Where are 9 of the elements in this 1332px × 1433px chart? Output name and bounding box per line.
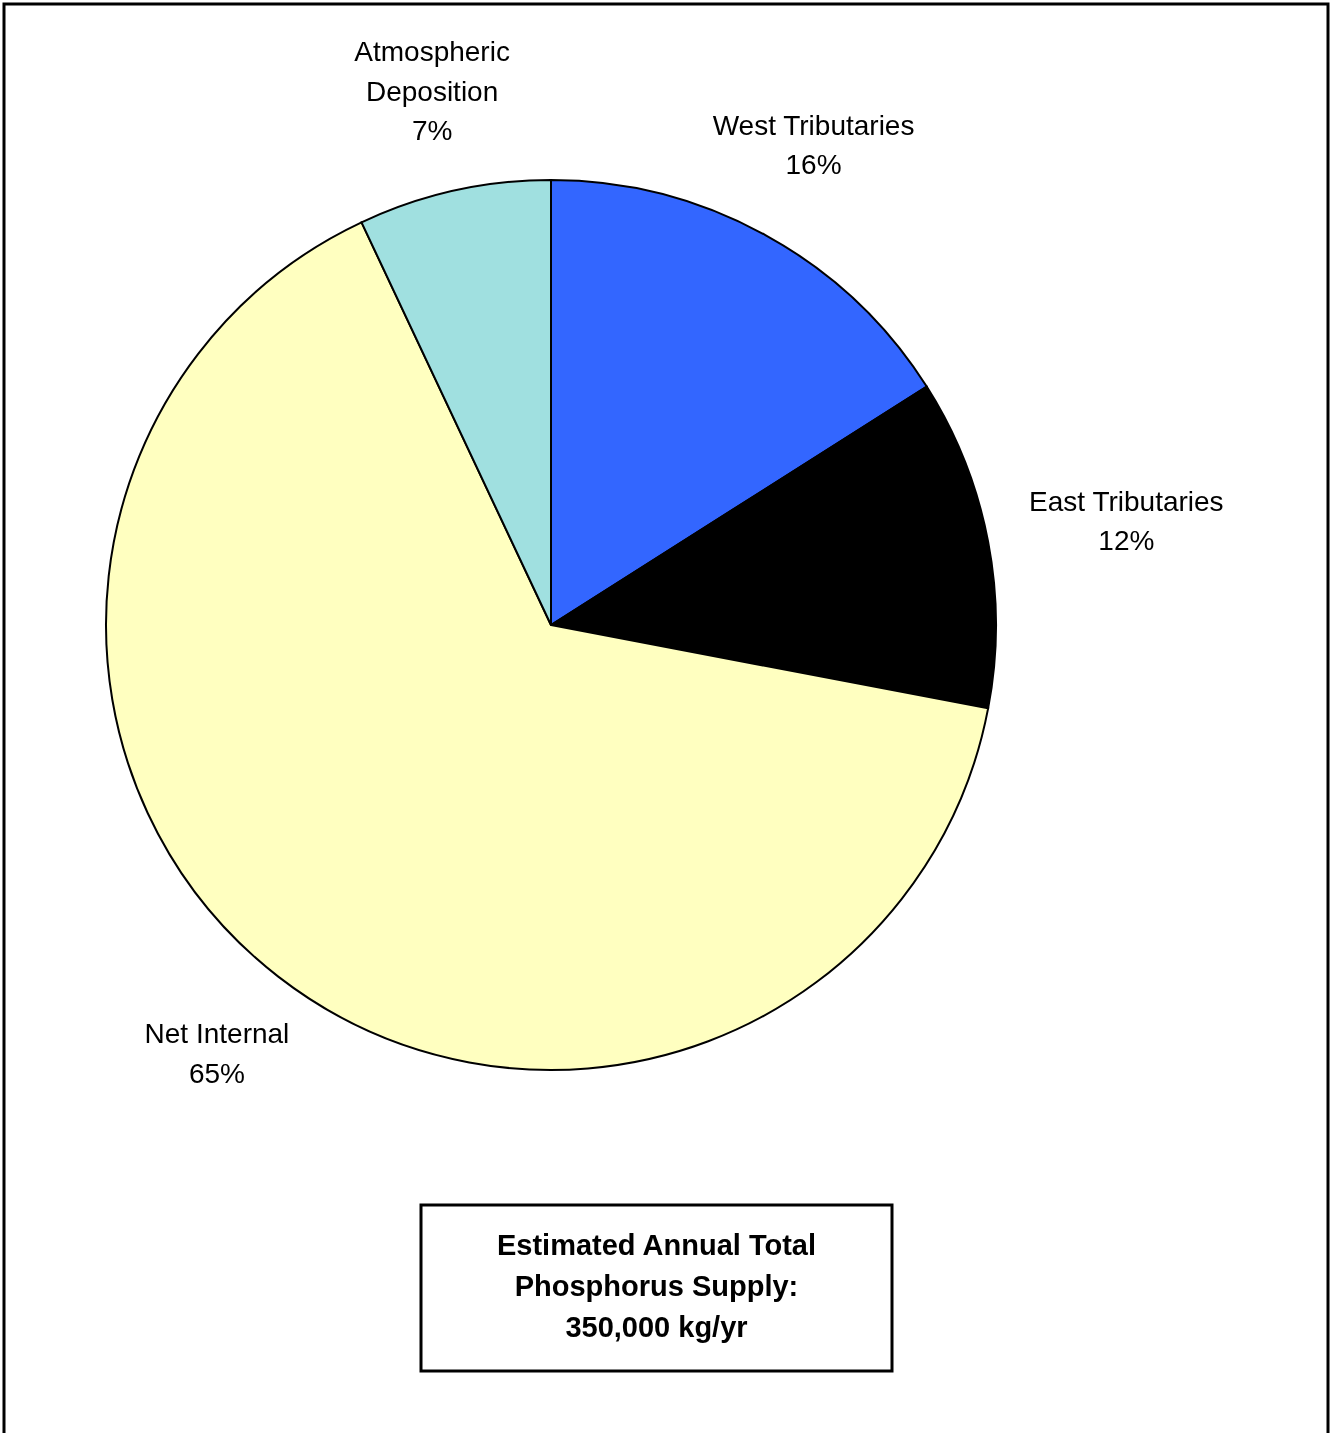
data-label: 12%: [1098, 524, 1155, 556]
data-label: 65%: [188, 1057, 245, 1089]
slice-label: East Tributaries: [1029, 485, 1224, 517]
slice-label: Atmospheric Deposition: [354, 36, 510, 107]
data-label: 7%: [411, 114, 453, 146]
slice-label: Net Internal: [144, 1018, 290, 1050]
slice-label: West Tributaries: [712, 110, 915, 142]
data-label: 16%: [785, 149, 842, 181]
text: Estimated Annual Total Phosphorus Supply: 350,000 kg/yr: [496, 1228, 817, 1343]
